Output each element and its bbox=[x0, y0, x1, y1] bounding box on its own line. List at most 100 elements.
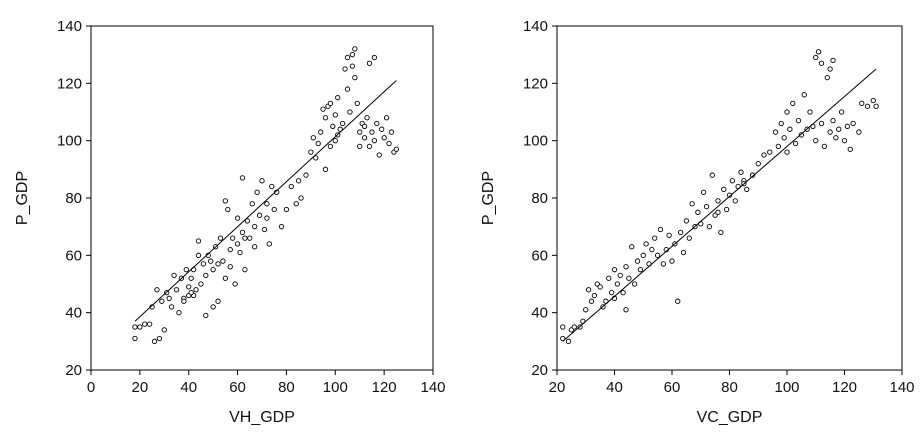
scatter-point bbox=[623, 264, 629, 270]
scatter-point bbox=[222, 275, 229, 281]
scatter-point bbox=[856, 129, 862, 135]
scatter-point bbox=[322, 115, 329, 121]
scatter-panel-vc: VC_GDP P_GDP 20 40 60 80 100 120 140 20 40 60 80 10… bbox=[480, 18, 915, 426]
scatter-point bbox=[186, 284, 192, 290]
scatter-point bbox=[560, 324, 566, 330]
scatter-point bbox=[344, 86, 351, 92]
scatter-point bbox=[784, 149, 790, 155]
scatter-point bbox=[283, 206, 290, 213]
scatter-points-vc bbox=[560, 49, 879, 344]
x-axis-label-vh: VH_GDP bbox=[229, 409, 295, 426]
x-tick-label-vc: 100 bbox=[774, 379, 799, 396]
scatter-point bbox=[388, 129, 395, 135]
scatter-point bbox=[315, 140, 321, 147]
x-tick-label-vc: 20 bbox=[549, 379, 566, 396]
scatter-point bbox=[833, 135, 839, 141]
scatter-point bbox=[232, 281, 238, 287]
scatter-point bbox=[171, 272, 177, 279]
scatter-point bbox=[836, 126, 842, 132]
scatter-point bbox=[198, 281, 204, 287]
scatter-point bbox=[680, 249, 687, 256]
scatter-point bbox=[234, 241, 241, 247]
scatter-point bbox=[787, 126, 793, 132]
scatter-point bbox=[631, 281, 638, 287]
scatter-point bbox=[623, 307, 629, 313]
scatter-point bbox=[677, 229, 684, 236]
y-tick-label-vh: 80 bbox=[65, 190, 82, 207]
x-tick-label-vh: 0 bbox=[87, 379, 95, 396]
scatter-point bbox=[732, 198, 738, 204]
scatter-point bbox=[183, 267, 189, 273]
scatter-point bbox=[669, 258, 675, 264]
scatter-point bbox=[364, 115, 370, 121]
x-tick-label-vc: 80 bbox=[721, 379, 738, 396]
x-tick-label-vc: 140 bbox=[889, 379, 914, 396]
scatter-point bbox=[637, 267, 644, 273]
scatter-point bbox=[583, 307, 589, 313]
scatter-point bbox=[288, 183, 294, 190]
scatter-point bbox=[649, 246, 655, 253]
x-tick-label-vh: 140 bbox=[420, 379, 445, 396]
scatter-point bbox=[790, 100, 796, 107]
scatter-point bbox=[721, 186, 727, 193]
scatter-point bbox=[640, 252, 646, 258]
scatter-point bbox=[807, 109, 813, 115]
scatter-point bbox=[176, 310, 182, 316]
scatter-point bbox=[608, 289, 615, 296]
scatter-point bbox=[278, 224, 285, 230]
scatter-point bbox=[686, 235, 692, 241]
scatter-point bbox=[210, 304, 216, 310]
scatter-point bbox=[200, 261, 207, 267]
y-axis-label-vh: P_GDP bbox=[14, 171, 31, 225]
x-tick-label-vh: 80 bbox=[278, 379, 295, 396]
scatter-point bbox=[132, 324, 138, 330]
scatter-point bbox=[188, 275, 194, 281]
scatter-point bbox=[827, 129, 833, 135]
scatter-point bbox=[381, 135, 387, 141]
scatter-point bbox=[352, 46, 358, 52]
y-tick-label-vc: 80 bbox=[531, 190, 548, 207]
scatter-point bbox=[366, 60, 373, 66]
scatter-point bbox=[700, 189, 707, 195]
scatter-point bbox=[611, 267, 618, 273]
x-tick-label-vc: 120 bbox=[832, 379, 857, 396]
x-tick-label-vc: 40 bbox=[606, 379, 623, 396]
y-tick-label-vh: 140 bbox=[57, 18, 82, 35]
scatter-point bbox=[830, 117, 836, 124]
scatter-point bbox=[775, 143, 782, 150]
scatter-point bbox=[327, 143, 334, 150]
scatter-point bbox=[784, 109, 790, 115]
scatter-point bbox=[683, 218, 690, 224]
scatter-point bbox=[146, 321, 153, 327]
scatter-point bbox=[718, 229, 724, 236]
scatter-point bbox=[873, 103, 879, 109]
scatter-point bbox=[689, 201, 695, 207]
scatter-point bbox=[606, 275, 612, 281]
x-tick-label-vc: 60 bbox=[664, 379, 681, 396]
scatter-point bbox=[227, 264, 233, 270]
scatter-point bbox=[643, 241, 649, 247]
y-tick-label-vc: 20 bbox=[531, 362, 548, 379]
scatter-point bbox=[322, 166, 329, 172]
scatter-point bbox=[320, 106, 326, 112]
scatter-point bbox=[298, 195, 304, 201]
scatter-point bbox=[821, 143, 828, 150]
scatter-point bbox=[154, 287, 160, 293]
y-tick-label-vh: 120 bbox=[57, 75, 82, 92]
scatter-point bbox=[357, 143, 363, 150]
plot-frame-vh bbox=[90, 25, 434, 371]
scatter-point bbox=[349, 52, 356, 58]
scatter-point bbox=[379, 126, 385, 132]
scatter-point bbox=[588, 298, 595, 304]
scatter-point bbox=[393, 146, 400, 152]
scatter-point bbox=[151, 338, 158, 344]
scatter-point bbox=[369, 129, 375, 135]
scatter-point bbox=[626, 275, 632, 281]
scatter-point bbox=[371, 54, 378, 61]
x-tick-label-vh: 20 bbox=[132, 379, 149, 396]
scatter-point bbox=[744, 186, 750, 193]
x-tick-label-vh: 60 bbox=[229, 379, 246, 396]
scatter-point bbox=[193, 287, 199, 293]
scatter-point bbox=[269, 183, 275, 190]
